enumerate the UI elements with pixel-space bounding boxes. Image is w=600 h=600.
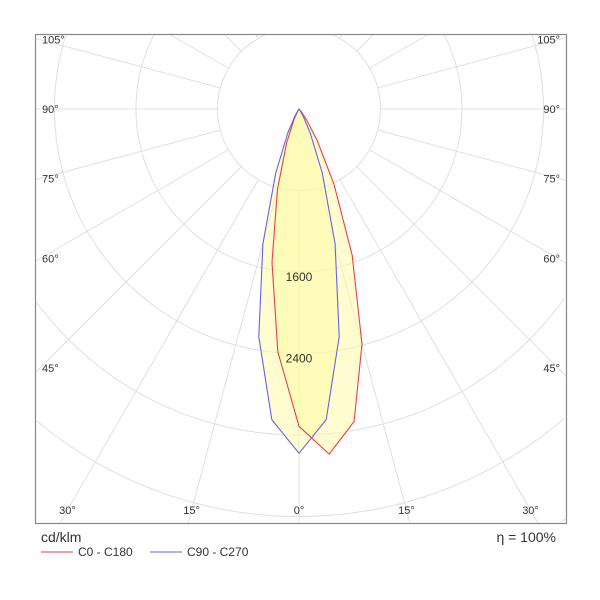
legend-label-c90-c270: C90 - C270 — [187, 545, 249, 559]
grid-spoke — [356, 166, 567, 377]
efficiency-label: η = 100% — [496, 529, 556, 545]
angle-label-bottom: 15° — [183, 505, 200, 517]
angle-label-bottom: 30° — [522, 505, 539, 517]
angle-label-left: 90° — [42, 104, 59, 116]
angle-label-right: 60° — [543, 254, 560, 266]
angle-label-left: 105° — [42, 35, 65, 47]
angle-label-left: 75° — [42, 173, 59, 185]
grid-spoke — [35, 149, 229, 262]
angle-label-bottom: 0° — [294, 505, 305, 517]
curves — [258, 108, 363, 455]
angle-label-bottom: 30° — [59, 505, 76, 517]
angle-label-right: 105° — [537, 35, 560, 47]
series-line-c90-c270 — [258, 108, 340, 454]
grid-spoke — [356, 33, 375, 52]
angle-label-left: 45° — [42, 363, 59, 375]
grid-spoke — [35, 166, 242, 373]
plot-frame — [34, 33, 568, 525]
grid-spoke — [35, 129, 221, 180]
polar-grid — [35, 33, 567, 524]
angle-label-right: 45° — [543, 363, 560, 375]
grid-spoke — [168, 33, 229, 69]
angle-label-right: 75° — [543, 173, 560, 185]
grid-spoke — [59, 179, 259, 524]
grid-ring — [36, 519, 565, 521]
grid-spoke — [339, 179, 539, 524]
grid-ring — [135, 34, 463, 273]
grid-ring — [36, 418, 565, 517]
grid-spoke — [377, 129, 567, 182]
legend: C0 - C180 C90 - C270 — [41, 545, 249, 559]
ring-label: 2400 — [286, 352, 313, 366]
ring-label: 1600 — [286, 270, 313, 284]
series-line-c0-c180 — [271, 108, 363, 455]
grid-spoke — [35, 38, 221, 89]
angle-label-bottom: 15° — [398, 505, 415, 517]
grid-spoke — [223, 33, 242, 52]
grid-spoke — [377, 36, 567, 89]
angle-label-right: 90° — [543, 104, 560, 116]
grid-spoke — [369, 33, 430, 69]
angle-label-left: 60° — [42, 254, 59, 266]
legend-label-c0-c180: C0 - C180 — [78, 545, 133, 559]
axis-labels: 1600 2400 105° 105° 90° 90° 75° 75° 60° 60° 45° 45°… — [42, 35, 560, 517]
grid-ring — [217, 33, 381, 191]
curve-fill — [258, 109, 340, 454]
grid-spoke — [369, 149, 567, 264]
unit-label: cd/klm — [41, 529, 81, 545]
